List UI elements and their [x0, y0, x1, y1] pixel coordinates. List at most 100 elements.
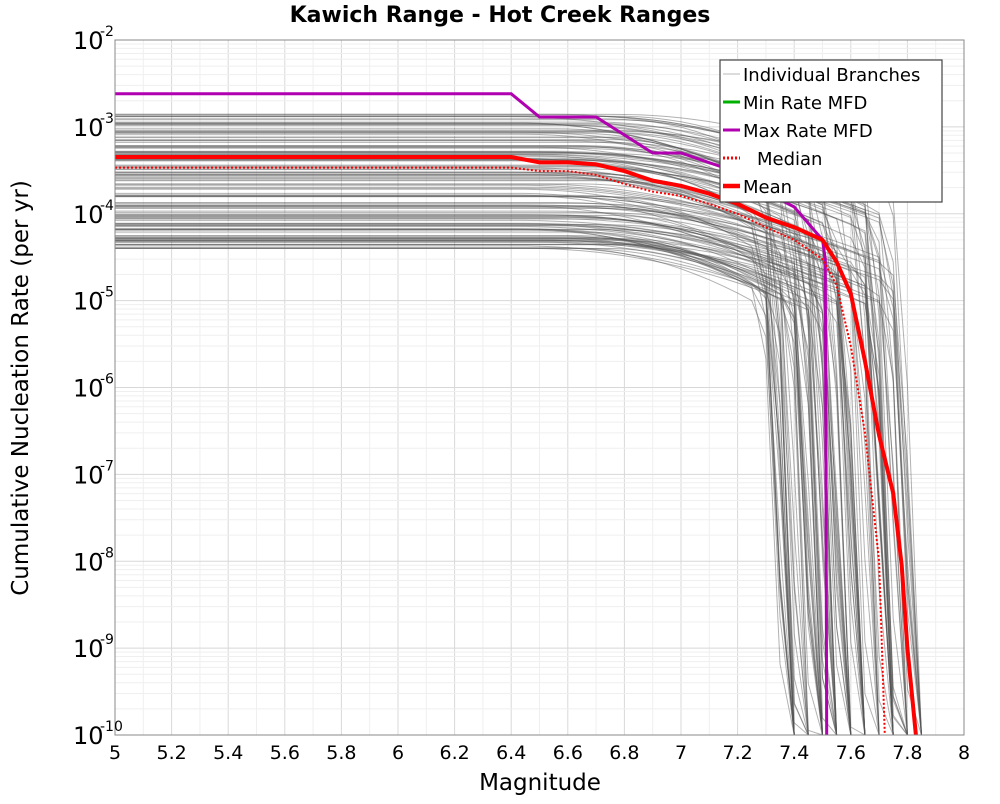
y-tick-exponent: -9 [100, 632, 114, 648]
y-tick-base: 10 [73, 461, 104, 489]
branch-line [115, 239, 908, 736]
x-tick-label: 7 [675, 742, 687, 764]
branch-line [115, 140, 809, 736]
x-tick-label: 5.2 [156, 742, 186, 764]
y-tick-label: 10-7 [73, 458, 114, 489]
branch-line [115, 122, 809, 736]
y-tick-exponent: -6 [100, 372, 114, 388]
branch-line [115, 154, 838, 736]
branch-line [115, 237, 823, 736]
branch-line [115, 194, 795, 736]
branch-line [115, 207, 922, 736]
legend-label: Max Rate MFD [743, 121, 873, 142]
branch-line [115, 222, 880, 736]
branch-line [115, 133, 809, 736]
branch-line [115, 223, 866, 736]
y-tick-exponent: -8 [100, 545, 114, 561]
branch-line [115, 169, 823, 736]
branch-line [115, 214, 922, 736]
branch-line [115, 228, 795, 736]
branch-line [115, 131, 838, 736]
branch-line [115, 223, 852, 736]
legend: Individual Branches Min Rate MFD Max Rate … [719, 59, 943, 203]
branch-line [115, 195, 795, 736]
branch-line [115, 240, 866, 736]
legend-label: Mean [743, 177, 792, 198]
branch-line [115, 225, 852, 736]
x-tick-label: 6.6 [553, 742, 583, 764]
x-tick-label: 5.4 [213, 742, 243, 764]
y-tick-base: 10 [73, 114, 104, 142]
branch-line [115, 241, 852, 736]
y-tick-base: 10 [73, 288, 104, 316]
y-tick-label: 10-10 [73, 719, 123, 750]
branch-line [115, 174, 809, 736]
branch-line [115, 248, 823, 736]
branch-line [115, 165, 795, 736]
branch-line [115, 116, 838, 736]
branch-line [115, 229, 823, 736]
branch-line [115, 124, 837, 736]
branch-line [115, 124, 838, 736]
y-tick-base: 10 [73, 548, 104, 576]
y-tick-label: 10-9 [73, 632, 114, 663]
branch-line [115, 132, 795, 736]
branch-line [115, 186, 852, 736]
branch-line [115, 236, 823, 736]
branch-line [115, 159, 823, 736]
x-tick-label: 5.6 [270, 742, 300, 764]
plot-frame [114, 39, 965, 736]
branch-line [115, 119, 823, 736]
branch-line [115, 205, 795, 736]
y-tick-base: 10 [73, 722, 104, 750]
branch-line [115, 247, 823, 736]
branch-line [115, 216, 852, 736]
x-tick-label: 6 [392, 742, 404, 764]
branch-line [115, 229, 908, 736]
branch-line [115, 210, 894, 736]
branch-line [115, 229, 795, 736]
x-tick-label: 7.6 [836, 742, 866, 764]
y-tick-exponent: -2 [100, 24, 114, 40]
branch-line [115, 146, 795, 736]
branch-line [115, 237, 823, 736]
x-tick-label: 7.4 [779, 742, 809, 764]
branch-line [115, 146, 866, 736]
x-tick-labels: 5 5.2 5.4 5.6 5.8 6 6.2 6.4 6.6 6.8 7 7.2 7.4 7.6 7.8 8 [109, 742, 970, 764]
branch-line [115, 206, 866, 736]
branch-line [115, 202, 894, 736]
branch-line [115, 240, 823, 736]
branch-line [115, 172, 838, 736]
branch-line [115, 171, 852, 736]
x-tick-label: 6.8 [609, 742, 639, 764]
legend-label: Individual Branches [743, 65, 920, 86]
branch-line [115, 178, 852, 736]
branch-line [115, 138, 823, 736]
branch-line [115, 243, 908, 736]
branch-line [115, 243, 809, 736]
branch-line [115, 196, 908, 736]
branch-line [115, 146, 838, 736]
branch-line [115, 224, 880, 736]
chart-title: Kawich Range - Hot Creek Ranges [290, 3, 711, 28]
branch-line [115, 205, 852, 736]
branch-line [115, 131, 838, 736]
y-tick-label: 10-8 [73, 545, 114, 576]
series-lines [115, 92, 918, 736]
y-tick-exponent: -10 [100, 719, 123, 735]
branch-line [115, 196, 866, 736]
branch-line [115, 187, 866, 736]
branch-line [115, 207, 866, 736]
branch-line [115, 238, 795, 736]
branch-line [115, 188, 809, 736]
branch-line [115, 179, 838, 736]
branch-line [115, 122, 809, 736]
branch-line [115, 241, 866, 736]
y-tick-base: 10 [73, 375, 104, 403]
y-tick-exponent: -4 [100, 198, 114, 214]
branch-line [115, 239, 922, 736]
y-tick-exponent: -5 [100, 285, 114, 301]
branch-line [115, 195, 908, 736]
